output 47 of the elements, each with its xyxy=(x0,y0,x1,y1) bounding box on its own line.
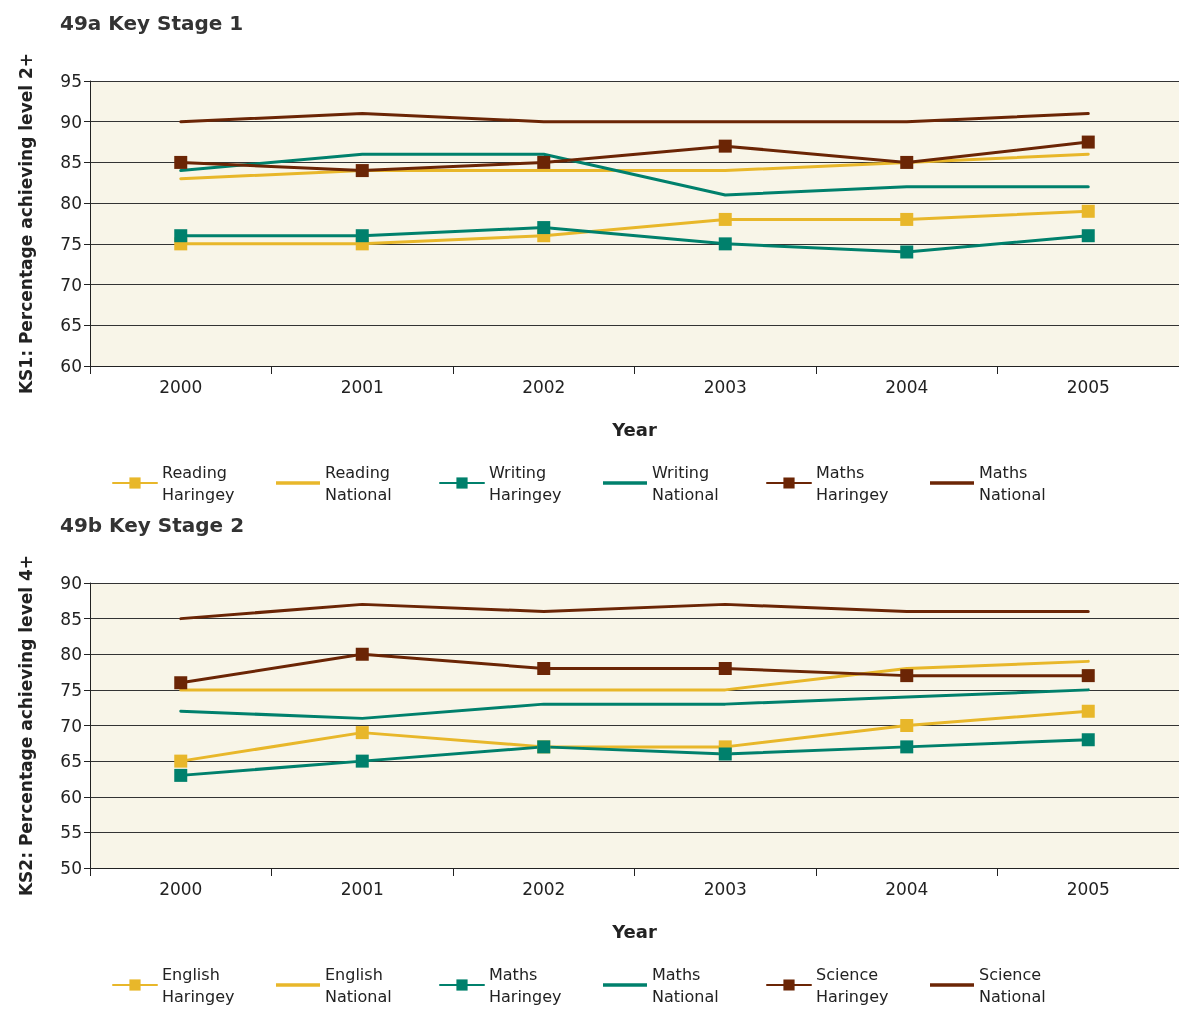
legend-label: Maths National xyxy=(979,462,1046,504)
legend-label: Maths National xyxy=(652,964,719,1006)
legend-label: Reading National xyxy=(325,462,396,504)
y-axis-title: KS1: Percentage achieving level 2+ xyxy=(15,52,36,395)
y-tick-label: 60 xyxy=(60,786,82,807)
y-tick-label: 75 xyxy=(60,679,82,700)
y-tick-label: 80 xyxy=(60,644,82,665)
x-tick-label: 2001 xyxy=(340,376,384,397)
chart-title: 49b Key Stage 2 xyxy=(60,513,245,537)
y-tick-label: 60 xyxy=(60,356,82,376)
x-tick-label: 2004 xyxy=(885,878,929,899)
y-tick-label: 90 xyxy=(60,573,82,593)
legend-label: Maths Haringey xyxy=(489,964,562,1006)
x-axis-title: Year xyxy=(611,418,657,440)
legend-label: Science Haringey xyxy=(816,964,889,1006)
y-tick-label: 65 xyxy=(60,751,82,772)
legend-label: Writing Haringey xyxy=(489,462,562,504)
y-tick-label: 90 xyxy=(60,111,82,132)
legend-label: English Haringey xyxy=(162,964,235,1006)
y-tick-label: 65 xyxy=(60,315,82,336)
legend-label: Maths Haringey xyxy=(816,462,889,504)
x-tick-label: 2002 xyxy=(522,376,566,397)
y-tick-label: 70 xyxy=(60,274,82,295)
y-axis-title: KS2: Percentage achieving level 4+ xyxy=(15,554,36,897)
x-tick-label: 2002 xyxy=(522,878,566,899)
y-tick-label: 75 xyxy=(60,233,82,254)
y-tick-label: 80 xyxy=(60,193,82,214)
x-axis-title: Year xyxy=(611,920,657,942)
legend-label: English National xyxy=(325,964,392,1006)
legend-label: Reading Haringey xyxy=(162,462,235,504)
y-tick-label: 85 xyxy=(60,152,82,173)
x-tick-label: 2003 xyxy=(703,376,747,397)
x-tick-label: 2004 xyxy=(885,376,929,397)
y-tick-label: 95 xyxy=(60,71,82,91)
x-tick-label: 2005 xyxy=(1066,376,1110,397)
y-tick-label: 70 xyxy=(60,715,82,736)
y-tick-label: 55 xyxy=(60,822,82,843)
x-tick-label: 2005 xyxy=(1066,878,1110,899)
x-tick-label: 2001 xyxy=(340,878,384,899)
x-tick-label: 2000 xyxy=(159,878,203,899)
chart-title: 49a Key Stage 1 xyxy=(60,11,244,35)
legend-label: Science National xyxy=(979,964,1047,1006)
x-tick-label: 2003 xyxy=(703,878,747,899)
legend-label: Writing National xyxy=(652,462,719,504)
y-tick-label: 85 xyxy=(60,608,82,629)
y-tick-label: 50 xyxy=(60,858,82,878)
x-tick-label: 2000 xyxy=(159,376,203,397)
